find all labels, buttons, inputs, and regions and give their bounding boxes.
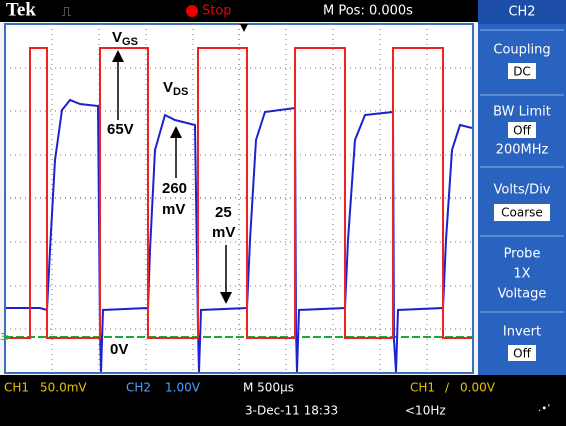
run-status: Stop (202, 4, 232, 19)
vgs-sub: GS (122, 36, 138, 48)
vds-main: V (163, 79, 173, 96)
oscilloscope-screen: Tek ⎍ Stop M Pos: 0.000s 3▸ VGS VDS 65V … (0, 0, 566, 426)
ch1-label: CH1 (4, 381, 29, 395)
stop-indicator (186, 5, 198, 17)
menu-note: 200MHz (496, 143, 549, 158)
menu-title: Volts/Div (493, 183, 550, 198)
menu-value: Coarse (501, 206, 543, 220)
vds-sub: DS (173, 86, 188, 98)
menu-value: DC (513, 65, 531, 79)
menu-title: Voltage (498, 287, 547, 302)
menu-channel: CH2 (508, 5, 535, 20)
menu-title: Coupling (493, 43, 550, 58)
menu-title: Probe (504, 247, 541, 262)
ch1-scale: 50.0mV (40, 381, 87, 395)
menu-title: BW Limit (493, 105, 551, 120)
brand: Tek (6, 0, 36, 20)
horizontal-position: M Pos: 0.000s (323, 4, 413, 19)
vds-low: 25 (215, 204, 232, 221)
timebase: M 500µs (243, 381, 294, 395)
menu-value: Off (513, 124, 531, 138)
vds-level-unit: mV (162, 201, 185, 218)
vds-level: 260 (162, 180, 187, 197)
frequency: <10Hz (405, 404, 446, 418)
ground-label: 0V (110, 341, 128, 358)
trigger-source: CH1 (410, 381, 435, 395)
datetime: 3-Dec-11 18:33 (245, 404, 338, 418)
page: Tek ⎍ Stop M Pos: 0.000s 3▸ VGS VDS 65V … (0, 0, 566, 426)
channel-marker: 3▸ (0, 332, 11, 343)
menu-title: Invert (503, 325, 541, 340)
trigger-icon: ⎍ (62, 5, 71, 20)
vgs-level: 65V (107, 121, 134, 138)
ch2-label: CH2 (126, 381, 151, 395)
trigger-level: 0.00V (460, 381, 496, 395)
vgs-main: V (112, 29, 122, 46)
status-icon: .∙' (538, 403, 550, 414)
menu-title: 1X (513, 267, 530, 282)
vds-low-unit: mV (212, 224, 235, 241)
ch2-scale: 1.00V (165, 381, 201, 395)
menu-value: Off (513, 347, 531, 361)
